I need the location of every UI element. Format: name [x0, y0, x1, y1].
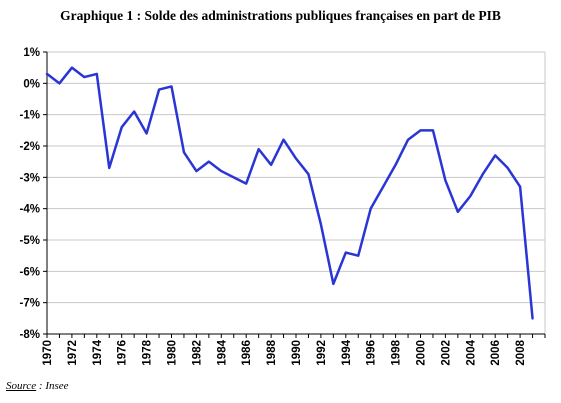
x-tick-label: 1984	[216, 339, 228, 365]
axes	[46, 52, 545, 335]
data-point	[432, 129, 434, 131]
x-tick-label: 2008	[515, 339, 527, 365]
y-tick-label: -3%	[20, 172, 40, 184]
x-tick-label: 1974	[92, 339, 104, 365]
data-point	[345, 251, 347, 253]
data-point	[208, 160, 210, 162]
data-point	[245, 182, 247, 184]
x-tick-label: 1994	[341, 339, 353, 365]
x-tick-label: 1998	[391, 339, 403, 365]
data-point	[108, 167, 110, 169]
data-point	[370, 207, 372, 209]
data-point	[133, 110, 135, 112]
chart-title: Graphique 1 : Solde des administrations …	[60, 8, 501, 23]
y-tick-label: 0%	[23, 78, 40, 90]
x-tick-label: 1982	[191, 340, 203, 366]
x-tick-label: 1996	[366, 340, 378, 366]
x-tick-label: 2002	[440, 340, 452, 366]
data-point	[419, 129, 421, 131]
data-point	[444, 179, 446, 181]
x-tick-label: 1978	[142, 339, 154, 365]
y-tick-label: 1%	[23, 47, 40, 59]
y-tick-label: -7%	[20, 298, 40, 310]
x-tick-label: 2000	[416, 340, 428, 366]
data-point	[494, 154, 496, 156]
data-point	[220, 170, 222, 172]
data-point	[295, 157, 297, 159]
data-point	[170, 85, 172, 87]
x-tick-label: 1986	[241, 340, 253, 366]
data-point	[506, 167, 508, 169]
data-point	[332, 283, 334, 285]
y-tick-label: -1%	[20, 110, 40, 122]
x-tick-label: 2006	[490, 340, 502, 366]
y-tick-label: -4%	[20, 204, 40, 216]
data-point	[457, 211, 459, 213]
x-tick-label: 1970	[42, 340, 54, 366]
data-point	[482, 173, 484, 175]
data-point	[183, 151, 185, 153]
y-axis-ticks: 1% 0% -1% -2% -3% -4% -5% -6% -7% -8%	[20, 47, 47, 341]
x-axis-ticks: 1970 1972 1974 1976 1978 1980 1982 1984 1986 1988…	[42, 334, 546, 366]
data-point	[233, 176, 235, 178]
data-point	[394, 164, 396, 166]
data-point	[71, 66, 73, 68]
x-tick-label: 1992	[316, 340, 328, 366]
x-tick-label: 1976	[117, 340, 129, 366]
data-point	[145, 132, 147, 134]
x-tick-label: 2004	[465, 339, 477, 365]
y-tick-label: -8%	[20, 329, 40, 341]
x-tick-label: 1988	[266, 339, 278, 365]
data-point	[270, 164, 272, 166]
x-tick-label: 1990	[291, 340, 303, 366]
data-point	[519, 186, 521, 188]
x-tick-label: 1980	[167, 340, 179, 366]
data-point	[357, 254, 359, 256]
data-point	[257, 148, 259, 150]
series-line	[45, 66, 534, 320]
data-point	[58, 82, 60, 84]
data-point	[96, 73, 98, 75]
data-point	[46, 73, 48, 75]
data-point	[158, 88, 160, 90]
data-point	[83, 76, 85, 78]
source-separator: :	[36, 380, 46, 392]
source-label: Source	[6, 380, 37, 392]
data-point	[531, 317, 533, 319]
source-note: Source : Insee	[6, 380, 69, 392]
data-point	[307, 173, 309, 175]
data-points	[46, 66, 534, 319]
y-tick-label: -6%	[20, 266, 40, 278]
data-point	[121, 126, 123, 128]
data-point	[320, 223, 322, 225]
source-value: Insee	[45, 380, 69, 392]
gridlines	[47, 51, 546, 335]
x-tick-label: 1972	[67, 340, 79, 366]
data-point	[282, 139, 284, 141]
data-point	[382, 186, 384, 188]
y-tick-label: -2%	[20, 141, 40, 153]
data-point	[195, 170, 197, 172]
y-tick-label: -5%	[20, 235, 40, 247]
data-point	[407, 139, 409, 141]
data-point	[469, 195, 471, 197]
